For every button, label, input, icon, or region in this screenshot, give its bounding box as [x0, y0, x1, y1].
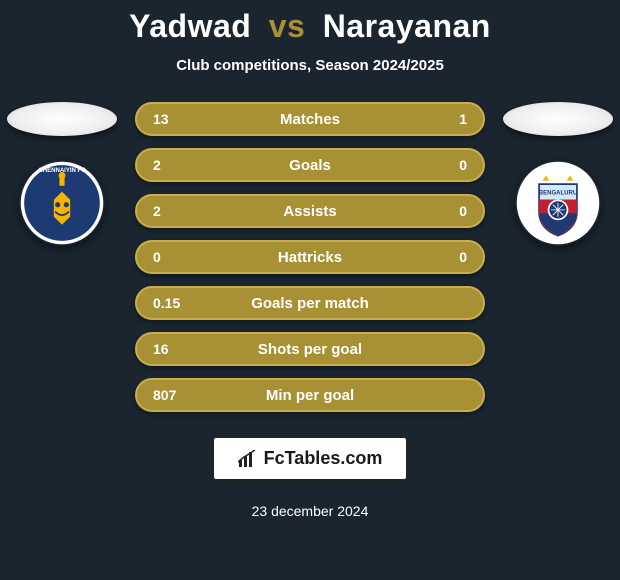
- stat-bar: 2Goals0: [135, 148, 485, 182]
- stat-value-left: 0: [153, 249, 193, 265]
- club-badge-right: BENGALURU: [515, 160, 601, 246]
- stat-bar: 0.15Goals per match: [135, 286, 485, 320]
- right-column: BENGALURU: [503, 102, 613, 246]
- player1-photo-placeholder: [7, 102, 117, 136]
- svg-text:CHENNAIYIN FC: CHENNAIYIN FC: [38, 168, 86, 174]
- stat-value-left: 16: [153, 341, 193, 357]
- stat-bar: 0Hattricks0: [135, 240, 485, 274]
- stat-bar: 2Assists0: [135, 194, 485, 228]
- stat-label: Shots per goal: [193, 341, 427, 358]
- stat-value-left: 2: [153, 203, 193, 219]
- chart-icon: [238, 450, 258, 468]
- stat-label: Goals per match: [193, 295, 427, 312]
- brand-box[interactable]: FcTables.com: [212, 436, 409, 481]
- stat-label: Assists: [193, 203, 427, 220]
- main-row: CHENNAIYIN FC 13Matches12Goals02Assists0…: [0, 102, 620, 412]
- svg-text:BENGALURU: BENGALURU: [539, 190, 577, 196]
- stats-column: 13Matches12Goals02Assists00Hattricks00.1…: [135, 102, 485, 412]
- stat-label: Goals: [193, 157, 427, 174]
- left-column: CHENNAIYIN FC: [7, 102, 117, 246]
- stat-value-left: 0.15: [153, 295, 193, 311]
- infographic-root: Yadwad vs Narayanan Club competitions, S…: [0, 0, 620, 580]
- stat-value-right: 0: [427, 157, 467, 173]
- club-badge-left: CHENNAIYIN FC: [19, 160, 105, 246]
- stat-bar: 807Min per goal: [135, 378, 485, 412]
- stat-bar: 13Matches1: [135, 102, 485, 136]
- vs-text: vs: [269, 8, 306, 44]
- subtitle: Club competitions, Season 2024/2025: [176, 57, 444, 74]
- stat-label: Matches: [193, 111, 427, 128]
- brand-text: FcTables.com: [264, 448, 383, 469]
- page-title: Yadwad vs Narayanan: [129, 8, 491, 45]
- player2-name: Narayanan: [323, 8, 491, 44]
- stat-value-left: 2: [153, 157, 193, 173]
- stat-bar: 16Shots per goal: [135, 332, 485, 366]
- stat-value-right: 0: [427, 203, 467, 219]
- player1-name: Yadwad: [129, 8, 251, 44]
- date-line: 23 december 2024: [252, 503, 369, 519]
- bengaluru-crest-icon: BENGALURU: [515, 160, 601, 246]
- stat-label: Min per goal: [193, 387, 427, 404]
- stat-value-left: 13: [153, 111, 193, 127]
- player2-photo-placeholder: [503, 102, 613, 136]
- chennaiyin-crest-icon: CHENNAIYIN FC: [19, 160, 105, 246]
- stat-value-right: 1: [427, 111, 467, 127]
- stat-value-right: 0: [427, 249, 467, 265]
- stat-value-left: 807: [153, 387, 193, 403]
- stat-label: Hattricks: [193, 249, 427, 266]
